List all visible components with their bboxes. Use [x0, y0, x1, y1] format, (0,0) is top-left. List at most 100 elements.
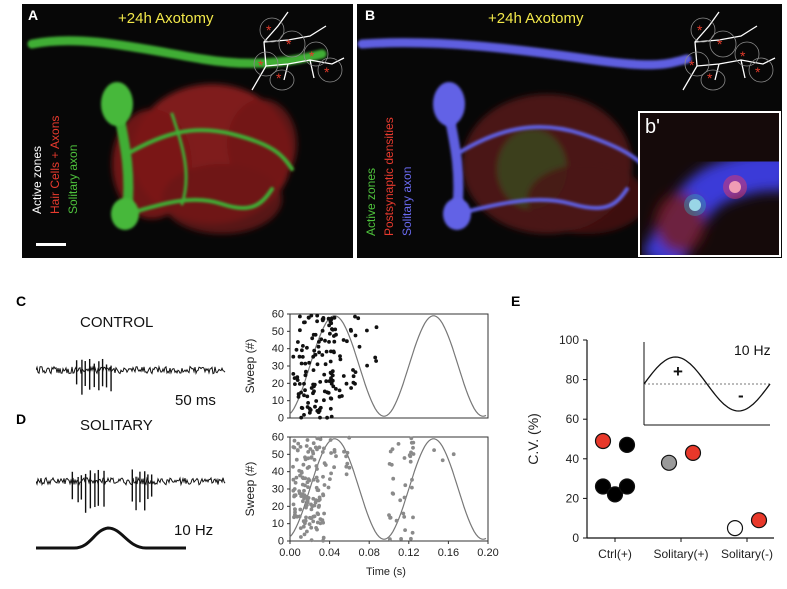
stimulus-frequency: 10 Hz: [174, 522, 214, 539]
raster-control-spike-point: [311, 332, 316, 337]
raster-control-spike-point: [318, 405, 323, 410]
raster-solitary-spike-point: [309, 455, 314, 460]
raster-solitary-spike-point: [317, 503, 321, 508]
raster-control-spike-point: [356, 316, 361, 321]
raster-solitary-spike-point: [321, 538, 325, 543]
raster-solitary-spike-point: [291, 477, 296, 482]
raster-solitary-spike-point: [347, 435, 352, 440]
cv-point: [594, 432, 612, 450]
solitary-trace: [36, 469, 226, 513]
raster-control-spike-point: [327, 340, 331, 344]
cv-point: [606, 486, 624, 503]
raster-solitary-ytick-label: 30: [272, 484, 284, 496]
raster-solitary-spike-point: [311, 519, 316, 524]
cv-inset-minus: -: [738, 386, 744, 405]
raster-solitary-spike-point: [318, 517, 323, 521]
cv-category-label: Solitary(+): [653, 547, 708, 561]
raster-solitary-spike-point: [399, 537, 403, 541]
raster-solitary-spike-point: [398, 498, 403, 503]
raster-solitary-spike-point: [296, 441, 301, 446]
panel-a-label-active-zones: Active zones: [30, 145, 44, 214]
raster-solitary-spike-point: [321, 535, 326, 540]
panel-a-marker: *: [309, 48, 315, 64]
cv-inset-frequency: 10 Hz: [734, 342, 771, 358]
raster-control-spike-point: [300, 355, 305, 359]
raster-control-spike-point: [321, 316, 326, 320]
raster-solitary-spike-point: [301, 499, 305, 504]
raster-solitary-spike-point: [309, 525, 314, 530]
raster-solitary-spike-point: [291, 502, 296, 507]
cv-point: [750, 512, 768, 529]
raster-solitary-spike-point: [301, 462, 306, 467]
raster-solitary-spike-point: [295, 448, 300, 453]
raster-solitary-spike-point: [315, 479, 320, 483]
raster-control-ytick-label: 20: [272, 378, 284, 390]
raster-control-spike-point: [302, 381, 306, 386]
raster-control-ytick-label: 30: [272, 361, 284, 373]
raster-control-spike-point: [294, 347, 299, 352]
raster-control-spike-point: [332, 334, 336, 338]
raster-solitary-spike-point: [329, 451, 333, 455]
raster-solitary-spike-point: [303, 455, 307, 460]
raster-solitary-spike-point: [309, 507, 314, 512]
raster-control-spike-point: [312, 389, 316, 394]
raster-solitary-spike-point: [312, 514, 317, 519]
panel-b-inset: [638, 111, 781, 257]
raster-solitary-spike-point: [298, 507, 303, 512]
raster-control-spike-point: [299, 361, 304, 366]
raster-solitary-spike-point: [408, 454, 413, 459]
raster-control-spike-point: [291, 354, 296, 359]
raster-control-spike-point: [353, 333, 358, 338]
raster-control-spike-point: [292, 376, 297, 380]
raster-control-spike-point: [329, 376, 333, 381]
cv-point: [660, 454, 678, 471]
raster-control-spike-point: [318, 380, 323, 384]
panel-a-marker: *: [266, 22, 272, 38]
raster-solitary-spike-point: [306, 485, 310, 489]
raster-control-spike-point: [374, 325, 379, 330]
raster-control-spike-point: [351, 380, 356, 385]
raster-control-spike-point: [312, 348, 317, 353]
raster-control-spike-point: [332, 315, 337, 320]
raster-control-sinusoid: [289, 315, 487, 417]
panel-b-inset-letter: b': [645, 116, 660, 138]
raster-control-spike-point: [305, 405, 310, 409]
raster-solitary-spike-point: [305, 503, 309, 507]
raster-solitary-spike-point: [391, 492, 396, 496]
raster-control-spike-point: [303, 373, 308, 378]
raster-control-spike-point: [296, 340, 300, 344]
raster-control-spike-point: [349, 386, 353, 390]
raster-solitary-spike-point: [299, 535, 303, 539]
raster-solitary-spike-point: [304, 444, 309, 448]
raster-solitary-spike-point: [396, 442, 401, 446]
raster-solitary-spike-point: [440, 458, 445, 463]
raster-solitary-spike-point: [322, 446, 326, 451]
raster-control-spike-point: [328, 359, 333, 364]
raster-solitary-spike-point: [305, 529, 309, 534]
raster-control-spike-point: [328, 406, 333, 411]
raster-control-spike-point: [316, 344, 321, 349]
raster-solitary-spike-point: [401, 511, 406, 516]
cv-ytick-label: 60: [566, 412, 580, 426]
raster-solitary-spike-point: [294, 475, 299, 480]
raster-solitary-spike-point: [292, 445, 297, 450]
raster-control-spike-point: [322, 372, 327, 377]
panel-a-letter: A: [28, 7, 39, 23]
raster-control-spike-point: [301, 344, 305, 348]
raster-control-spike-point: [337, 388, 342, 393]
raster-control-spike-point: [318, 415, 322, 420]
control-trace-baseline: [36, 364, 226, 376]
raster-solitary-xtick-label: 0.20: [477, 547, 498, 559]
raster-control-ytick-label: 40: [272, 343, 284, 355]
raster-solitary-spike-point: [304, 515, 308, 520]
cv-inset-plus: +: [673, 362, 683, 381]
panel-a-marker: *: [324, 64, 330, 80]
raster-solitary-spike-point: [408, 459, 413, 464]
raster-control-spike-point: [322, 389, 327, 394]
raster-solitary-spike-point: [315, 511, 320, 516]
panel-a-marker: *: [258, 57, 264, 73]
cv-point: [726, 520, 744, 537]
raster-solitary-ytick-label: 20: [272, 501, 284, 513]
raster-control-spike-point: [328, 370, 333, 375]
raster-control-spike-point: [351, 368, 355, 372]
